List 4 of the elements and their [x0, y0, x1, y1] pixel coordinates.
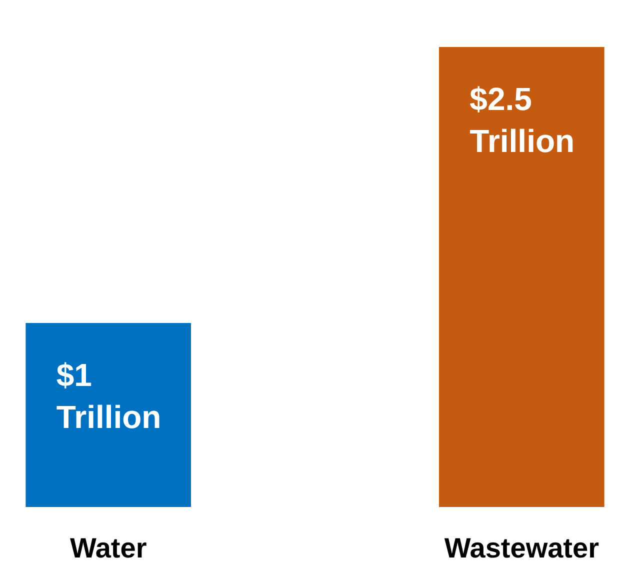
x-tick-label: Water [70, 532, 147, 564]
data-label: $1 Trillion [56, 357, 162, 435]
x-tick-label: Wastewater [444, 532, 600, 564]
data-label: $2.5 Trillion [470, 81, 575, 159]
